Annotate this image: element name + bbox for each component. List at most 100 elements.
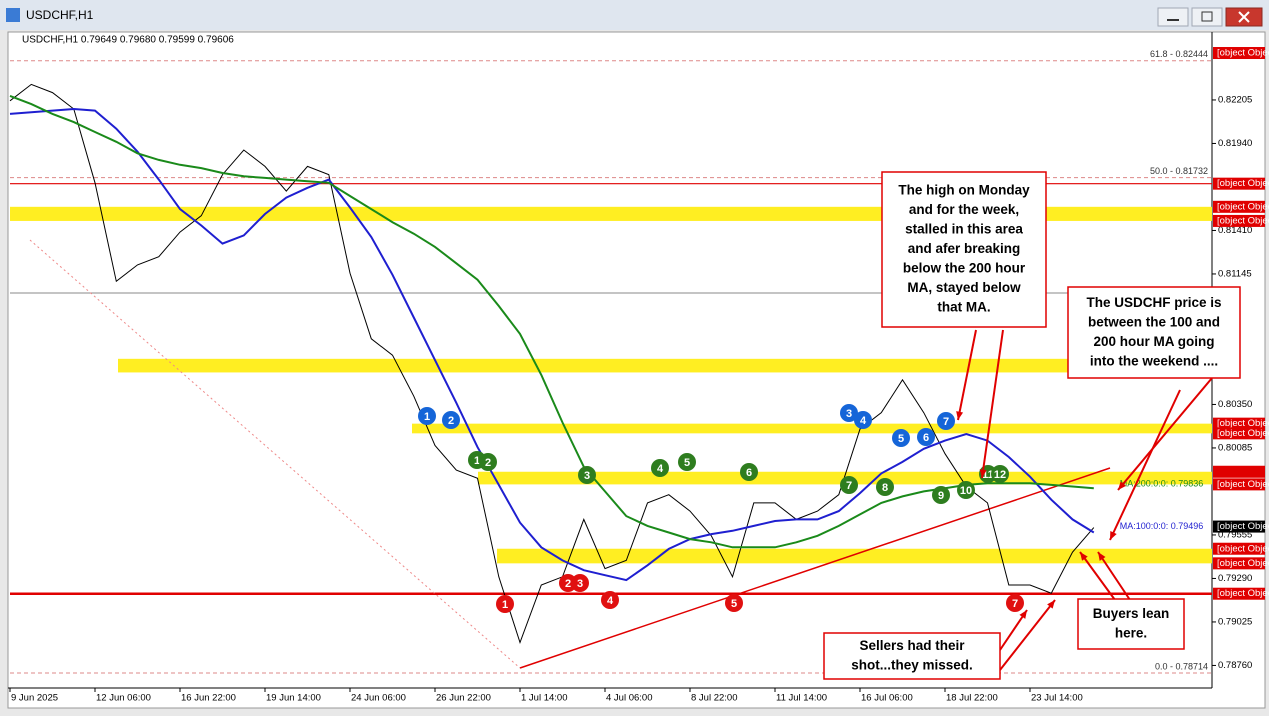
price-tag	[1213, 200, 1265, 213]
price-tag-label: [object Object]	[1217, 201, 1269, 212]
count-marker	[651, 459, 669, 477]
x-tick-label: 11 Jul 14:00	[776, 693, 827, 704]
ma-label: MA:200:0:0: 0.79836	[1120, 479, 1204, 489]
count-marker-label: 12	[994, 469, 1006, 481]
count-marker-label: 5	[684, 457, 690, 469]
close-icon	[1238, 11, 1250, 23]
count-marker-label: 2	[485, 457, 491, 469]
x-tick-label: 23 Jul 14:00	[1031, 693, 1083, 704]
price-tag	[1213, 47, 1265, 60]
count-marker-label: 11	[982, 469, 994, 481]
count-marker	[957, 481, 975, 499]
count-marker-label: 8	[882, 482, 888, 494]
count-marker	[932, 486, 950, 504]
count-marker-label: 7	[1012, 598, 1018, 610]
callout-text: stalled in this area	[905, 222, 1023, 237]
callout-text: Sellers had their	[859, 638, 965, 653]
count-marker-label: 6	[746, 467, 752, 479]
x-tick-label: 19 Jun 14:00	[266, 693, 321, 704]
count-marker-label: 5	[898, 433, 904, 445]
count-marker	[740, 463, 758, 481]
y-tick-label: 0.81410	[1218, 225, 1252, 236]
count-marker	[479, 453, 497, 471]
price-tag-label: [object Object]	[1217, 178, 1269, 189]
arrow	[981, 329, 1004, 479]
count-marker	[678, 453, 696, 471]
callout-box	[823, 632, 1001, 680]
arrow	[999, 599, 1056, 671]
callout-text: below the 200 hour	[903, 261, 1026, 276]
x-tick-label: 4 Jul 06:00	[606, 693, 652, 704]
callout-text: and for the week,	[909, 202, 1019, 217]
arrow-head	[1019, 610, 1027, 619]
price-tag	[1213, 417, 1265, 430]
price-tag-label: [object Object]	[1217, 479, 1269, 490]
maximize-button[interactable]	[1191, 7, 1223, 27]
count-marker-label: 5	[731, 598, 737, 610]
count-marker-label: 1	[474, 455, 480, 467]
arrow	[1109, 389, 1181, 541]
moving-average	[9, 107, 1095, 582]
count-marker	[442, 411, 460, 429]
support-resistance-zone	[118, 358, 1212, 373]
arrow-head	[1110, 531, 1117, 540]
callout-text: Buyers lean	[1093, 606, 1170, 621]
x-tick-label: 12 Jun 06:00	[96, 693, 151, 704]
arrow-head	[1080, 552, 1088, 561]
fib-label: 50.0 - 0.81732	[1150, 166, 1208, 176]
window-icon	[6, 8, 20, 22]
count-marker	[601, 591, 619, 609]
minimize-button[interactable]	[1157, 7, 1189, 27]
callout-text: shot...they missed.	[851, 657, 973, 672]
count-marker-label: 7	[943, 416, 949, 428]
count-marker	[725, 594, 743, 612]
x-tick-label: 24 Jun 06:00	[351, 693, 406, 704]
count-marker-label: 1	[502, 599, 508, 611]
y-tick-label: 0.81940	[1218, 138, 1252, 149]
window-buttons	[1157, 7, 1263, 27]
count-marker	[991, 465, 1009, 483]
y-tick-label: 0.80350	[1218, 399, 1252, 410]
count-marker-label: 6	[923, 432, 929, 444]
count-marker-label: 3	[846, 408, 852, 420]
x-tick-label: 16 Jul 06:00	[861, 693, 913, 704]
count-marker-label: 3	[584, 470, 590, 482]
arrow	[1117, 377, 1213, 491]
price-tag	[1213, 557, 1265, 570]
price-tag	[1213, 478, 1265, 491]
arrow-head	[1098, 552, 1106, 561]
chart-header: USDCHF,H1 0.79649 0.79680 0.79599 0.7960…	[22, 35, 234, 46]
count-marker-label: 3	[577, 578, 583, 590]
price-tag-label: [object Object]	[1217, 215, 1269, 226]
count-marker	[854, 411, 872, 429]
count-marker-label: 2	[448, 415, 454, 427]
fib-diagonal	[29, 239, 521, 669]
trend-line	[519, 467, 1111, 669]
price-line	[9, 83, 1095, 645]
maximize-icon	[1201, 11, 1213, 22]
price-tag-label: [object Object]	[1217, 48, 1269, 59]
x-tick-label: 18 Jul 22:00	[946, 693, 998, 704]
price-tag	[1213, 520, 1265, 533]
count-marker	[937, 412, 955, 430]
y-tick-label: 0.78760	[1218, 660, 1252, 671]
price-tag	[1213, 427, 1265, 440]
price-tag	[1213, 465, 1265, 478]
callout-box	[1077, 598, 1185, 650]
title-bar	[0, 0, 1269, 30]
count-marker-label: 10	[960, 485, 972, 497]
fib-label: 0.0 - 0.78714	[1155, 661, 1208, 671]
arrow-head	[1047, 600, 1055, 609]
count-marker	[578, 466, 596, 484]
count-marker	[1006, 594, 1024, 612]
price-tag-label: [object Object]	[1217, 418, 1269, 429]
ma-label: MA:100:0:0: 0.79496	[1120, 521, 1204, 531]
arrow-head	[1118, 481, 1127, 490]
price-tag-label: [object Object]	[1217, 543, 1269, 554]
price-tag-label: [object Object]	[1217, 521, 1269, 532]
y-tick-label: 0.79555	[1218, 529, 1252, 540]
plot: 61.8 - 0.82444 50.0 - 0.81732 0.0 - 0.7871…	[9, 47, 1269, 704]
callout-box	[881, 171, 1047, 328]
arrow-head	[979, 469, 987, 478]
